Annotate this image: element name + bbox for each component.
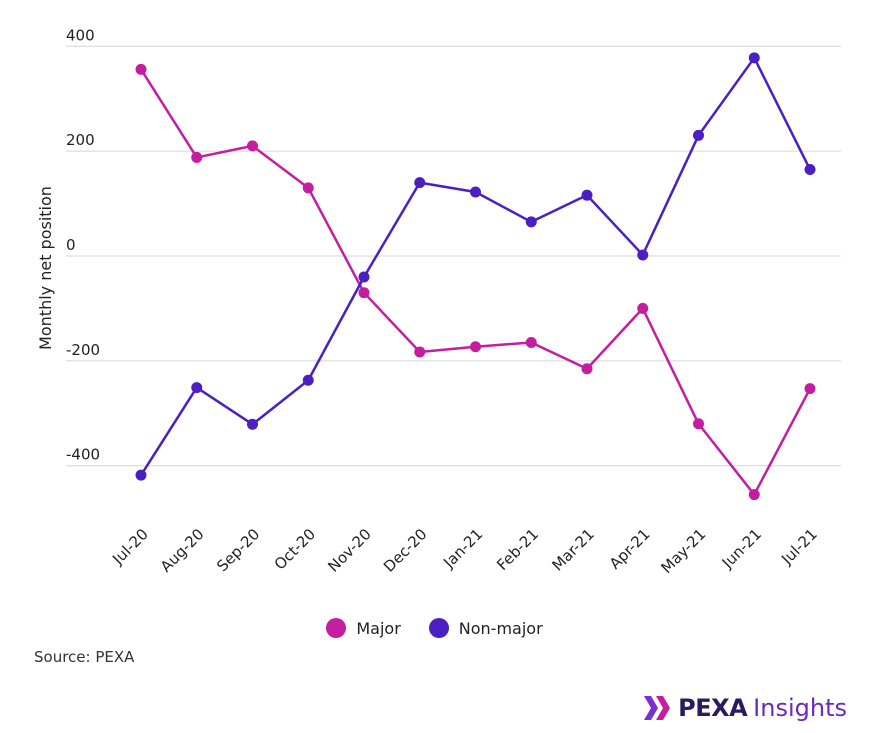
x-tick-label: Jun-21: [718, 525, 765, 572]
legend-item-major[interactable]: Major: [326, 618, 401, 638]
pexa-x-icon: [644, 696, 671, 720]
legend: Major Non-major: [0, 618, 869, 638]
x-tick-label: Feb-21: [493, 525, 542, 574]
legend-swatch-major: [326, 618, 347, 638]
point-major: [693, 418, 704, 430]
x-tick-label: Jul-20: [108, 525, 152, 569]
point-major: [135, 63, 147, 75]
x-tick-label: Oct-20: [271, 525, 319, 573]
point-non-major: [693, 129, 704, 141]
point-non-major: [302, 374, 314, 386]
x-tick-label: Sep-20: [213, 525, 263, 575]
point-non-major: [135, 469, 147, 481]
legend-label-major: Major: [356, 618, 401, 638]
point-major: [358, 287, 370, 299]
y-tick-label: -400: [66, 446, 100, 464]
point-non-major: [414, 177, 426, 189]
point-non-major: [247, 418, 258, 430]
series-line-major: [139, 68, 812, 496]
point-major: [804, 383, 816, 395]
y-tick-label: -200: [66, 341, 100, 359]
point-non-major: [637, 249, 649, 261]
x-axis-ticks: Jul-20 Aug-20 Sep-20 Oct-20 Nov-20 Dec-20 Jan-…: [108, 525, 821, 577]
x-tick-label: Aug-20: [157, 525, 208, 576]
legend-item-non-major[interactable]: Non-major: [428, 618, 543, 638]
pexa-insights-logo: PEXA Insights: [642, 694, 847, 722]
y-tick-label: 0: [66, 236, 76, 254]
point-major: [247, 140, 258, 152]
line-chart: 400 200 0 -200 -400 Monthly net position Jul…: [36, 26, 841, 577]
series-line-non-major: [139, 56, 812, 476]
legend-label-non-major: Non-major: [458, 618, 543, 638]
source-note: Source: PEXA: [34, 648, 135, 666]
point-major: [470, 341, 481, 353]
point-major: [302, 182, 314, 194]
point-non-major: [191, 382, 203, 394]
x-tick-label: Mar-21: [548, 525, 597, 574]
point-non-major: [358, 271, 370, 283]
point-major: [581, 363, 593, 375]
legend-swatch-non-major: [428, 618, 449, 638]
point-non-major: [581, 189, 593, 201]
point-major: [525, 337, 537, 349]
x-tick-label: Dec-20: [380, 525, 431, 576]
point-non-major: [525, 216, 537, 228]
point-major: [414, 346, 426, 358]
y-tick-label: 400: [66, 26, 95, 44]
point-non-major: [804, 163, 816, 175]
gridlines: [66, 45, 841, 467]
logo-brand-text: PEXA: [678, 694, 748, 722]
series-layer: [135, 52, 816, 501]
y-axis-label: Monthly net position: [36, 186, 55, 350]
point-non-major: [470, 186, 481, 198]
x-tick-label: Jul-21: [777, 525, 821, 569]
x-tick-label: May-21: [658, 525, 710, 577]
x-tick-label: Apr-21: [606, 525, 654, 573]
point-non-major: [748, 52, 760, 64]
x-tick-label: Jan-21: [439, 525, 486, 572]
x-tick-label: Nov-20: [324, 525, 374, 575]
y-tick-label: 200: [66, 131, 95, 149]
point-major: [637, 302, 649, 314]
point-major: [191, 151, 203, 163]
point-major: [748, 489, 760, 501]
y-axis-ticks: 400 200 0 -200 -400: [66, 26, 100, 463]
logo-suffix-text: Insights: [753, 694, 847, 722]
